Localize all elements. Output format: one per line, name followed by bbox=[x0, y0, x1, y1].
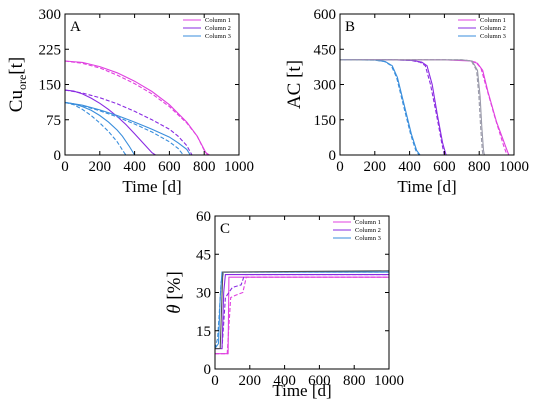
y-tick-label: 0 bbox=[329, 148, 337, 164]
series-line-4 bbox=[215, 274, 389, 350]
y-tick-label: 45 bbox=[196, 247, 211, 263]
series-line-6 bbox=[65, 101, 239, 155]
series-line-4 bbox=[65, 89, 239, 155]
legend-label: Column 2 bbox=[480, 25, 506, 32]
y-tick-label: 600 bbox=[314, 7, 337, 23]
y-axis-label: θ [%] bbox=[164, 271, 185, 314]
x-tick-label: 600 bbox=[433, 159, 456, 175]
chart-panel-b: 0 200 400 600 800 1000 0 150 300 450 600 Time [d] AC… bbox=[284, 7, 529, 196]
x-tick-label: 200 bbox=[89, 159, 112, 175]
x-tick-label: 1000 bbox=[224, 159, 254, 175]
x-tick-label: 600 bbox=[308, 373, 331, 389]
x-axis-label: Time [d] bbox=[397, 177, 456, 196]
x-tick-label: 800 bbox=[193, 159, 216, 175]
y-tick-label: 15 bbox=[196, 324, 211, 340]
x-tick-label: 0 bbox=[336, 159, 344, 175]
legend-label: Column 3 bbox=[355, 235, 381, 242]
legend-label: Column 1 bbox=[355, 219, 381, 226]
series-group bbox=[65, 60, 239, 155]
x-tick-label: 0 bbox=[61, 159, 69, 175]
panel-label: C bbox=[220, 221, 230, 237]
legend-label: Column 2 bbox=[205, 25, 231, 32]
x-tick-label: 600 bbox=[158, 159, 181, 175]
series-line-4 bbox=[340, 59, 514, 155]
panel-label: B bbox=[345, 19, 355, 35]
legend-label: Column 3 bbox=[480, 33, 506, 40]
x-tick-label: 800 bbox=[468, 159, 491, 175]
series-line-2 bbox=[215, 276, 389, 355]
panel-label: A bbox=[70, 19, 81, 35]
y-tick-label: 75 bbox=[46, 113, 61, 129]
y-tick-label: 60 bbox=[196, 209, 211, 225]
y-tick-label: 0 bbox=[54, 148, 62, 164]
series-line-5 bbox=[340, 59, 514, 155]
y-axis-label: Cuore[t] bbox=[6, 57, 29, 112]
series-line-7 bbox=[340, 59, 514, 155]
y-tick-label: 30 bbox=[196, 286, 211, 302]
y-tick-label: 450 bbox=[314, 42, 337, 58]
y-tick-label: 150 bbox=[39, 78, 62, 94]
x-tick-label: 200 bbox=[239, 373, 262, 389]
legend-label: Column 1 bbox=[480, 17, 506, 24]
y-tick-label: 225 bbox=[39, 42, 62, 58]
legend-label: Column 1 bbox=[205, 17, 231, 24]
series-line-1 bbox=[340, 59, 514, 155]
series-line-3 bbox=[65, 89, 239, 155]
x-tick-label: 200 bbox=[364, 159, 387, 175]
x-tick-label: 1000 bbox=[374, 373, 404, 389]
series-line-3 bbox=[215, 274, 389, 350]
chart-panel-c: 0 200 400 600 800 1000 0 15 30 45 60 Time [d] θ [%] C… bbox=[164, 209, 404, 400]
series-line-7 bbox=[65, 101, 239, 155]
series-line-7 bbox=[215, 270, 389, 350]
x-tick-label: 400 bbox=[273, 373, 296, 389]
x-tick-label: 400 bbox=[398, 159, 421, 175]
y-tick-label: 300 bbox=[314, 78, 337, 94]
series-line-1 bbox=[215, 276, 389, 355]
chart-panel-a: 0 200 400 600 800 1000 0 75 150 225 300 Time [d] Cuo… bbox=[6, 7, 254, 196]
legend-label: Column 3 bbox=[205, 33, 231, 40]
series-line-8 bbox=[340, 59, 514, 155]
y-axis-label: AC [t] bbox=[284, 60, 305, 109]
y-tick-label: 150 bbox=[314, 113, 337, 129]
series-line-2 bbox=[340, 59, 514, 155]
series-group bbox=[215, 270, 389, 355]
x-tick-label: 400 bbox=[123, 159, 146, 175]
series-line-3 bbox=[340, 59, 514, 155]
x-axis-label: Time [d] bbox=[122, 177, 181, 196]
x-tick-label: 0 bbox=[211, 373, 219, 389]
x-axis-label: Time [d] bbox=[272, 381, 331, 400]
y-tick-label: 0 bbox=[204, 362, 212, 378]
y-tick-label: 300 bbox=[39, 7, 62, 23]
legend-label: Column 2 bbox=[355, 227, 381, 234]
series-line-6 bbox=[340, 59, 514, 155]
x-tick-label: 1000 bbox=[499, 159, 529, 175]
series-line-8 bbox=[65, 101, 239, 155]
x-tick-label: 800 bbox=[343, 373, 366, 389]
series-group bbox=[340, 59, 514, 155]
series-line-2 bbox=[65, 60, 239, 155]
